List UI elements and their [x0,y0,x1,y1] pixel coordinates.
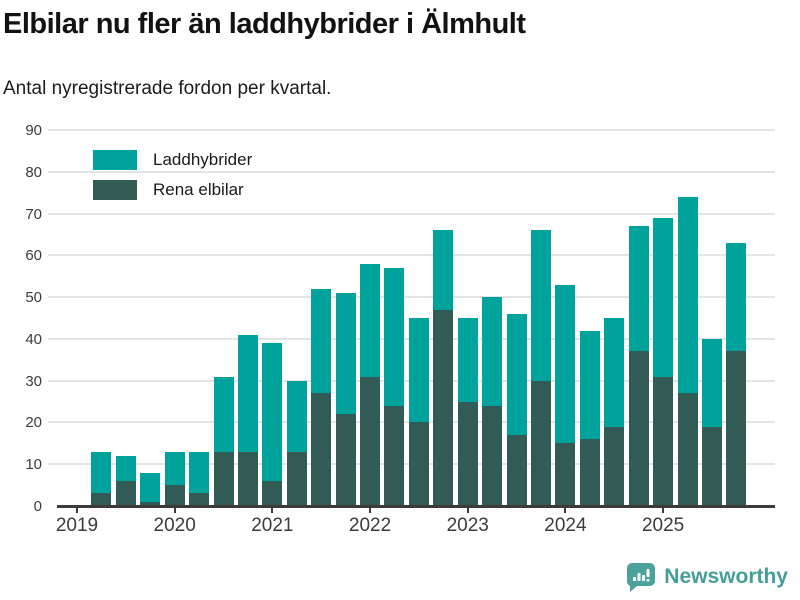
y-axis-tick-label: 50 [25,289,42,307]
bar-segment-laddhybrider-2020Q2 [189,451,210,494]
bar-segment-rena-elbilar-2022Q2 [384,405,405,506]
bar-segment-rena-elbilar-2023Q2 [482,405,503,506]
bar-segment-rena-elbilar-2022Q1 [360,376,381,506]
legend-color-chip [93,180,137,200]
bar-segment-laddhybrider-2021Q2 [286,380,307,452]
x-axis-tick [369,507,372,513]
gridline-y-70 [48,212,775,215]
bar-segment-rena-elbilar-2021Q2 [286,451,307,506]
bar-segment-rena-elbilar-2023Q1 [457,401,478,506]
bar-segment-rena-elbilar-2024Q3 [604,426,625,506]
y-axis-tick-label: 90 [25,122,42,139]
brand-name: Newsworthy [664,565,788,588]
bar-segment-rena-elbilar-2021Q1 [262,480,283,506]
bar-segment-rena-elbilar-2023Q4 [530,380,551,506]
bar-segment-rena-elbilar-2024Q4 [628,351,649,506]
x-axis-tick [564,507,567,513]
bar-segment-rena-elbilar-2022Q4 [433,309,454,506]
y-axis-tick-label: 20 [25,414,42,432]
legend-color-chip [93,150,137,170]
newsworthy-logo-icon [626,562,656,592]
chart-subtitle: Antal nyregistrerade fordon per kvartal. [3,78,332,99]
bar-segment-laddhybrider-2020Q4 [237,334,258,452]
bar-segment-rena-elbilar-2019Q3 [115,480,136,506]
bar-segment-laddhybrider-2025Q3 [701,338,722,427]
bar-segment-laddhybrider-2024Q2 [579,330,600,440]
x-axis-year-label: 2019 [55,515,99,536]
bar-segment-laddhybrider-2022Q2 [384,267,405,406]
x-axis-year-label: 2021 [251,515,294,536]
x-axis-year-label: 2020 [153,515,196,536]
bar-segment-laddhybrider-2023Q4 [530,230,551,381]
bar-segment-laddhybrider-2019Q4 [140,472,161,502]
y-axis-tick-label: 0 [33,498,42,515]
bar-segment-rena-elbilar-2025Q1 [653,376,674,506]
gridline-y-50 [48,296,775,299]
bar-segment-rena-elbilar-2021Q4 [335,414,356,506]
x-axis-tick [76,507,78,513]
gridline-y-80 [48,170,775,173]
bar-segment-rena-elbilar-2019Q2 [91,493,112,506]
bar-segment-rena-elbilar-2025Q4 [726,351,747,506]
legend-item: Rena elbilar [93,180,252,200]
x-axis-tick [271,507,274,513]
bar-segment-laddhybrider-2021Q4 [335,292,356,415]
legend-label: Rena elbilar [153,180,244,199]
y-axis-tick-label: 10 [25,456,42,474]
bar-segment-laddhybrider-2024Q3 [604,318,625,427]
brand-footer: Newsworthy [626,562,788,592]
y-axis-tick-label: 30 [25,372,42,390]
bar-segment-laddhybrider-2022Q1 [360,263,381,377]
y-axis-tick-label: 60 [25,247,42,265]
bar-segment-laddhybrider-2022Q3 [408,318,429,423]
y-axis-tick-label: 40 [25,330,42,348]
bar-segment-laddhybrider-2025Q2 [677,196,698,394]
bar-segment-rena-elbilar-2020Q2 [189,493,210,506]
bar-segment-rena-elbilar-2025Q2 [677,393,698,506]
bar-segment-rena-elbilar-2022Q3 [408,422,429,506]
bar-segment-laddhybrider-2020Q1 [164,451,185,486]
bar-segment-laddhybrider-2024Q1 [555,284,576,444]
page-title: Elbilar nu fler än laddhybrider i Älmhul… [3,8,526,40]
bar-segment-laddhybrider-2021Q3 [311,288,332,394]
x-axis-year-label: 2023 [446,515,489,536]
bar-segment-rena-elbilar-2020Q3 [213,451,234,506]
bar-segment-laddhybrider-2022Q4 [433,230,454,310]
bar-segment-laddhybrider-2020Q3 [213,376,234,452]
bar-segment-laddhybrider-2019Q3 [115,455,136,481]
gridline-y-90 [48,129,775,131]
bar-segment-rena-elbilar-2024Q2 [579,439,600,506]
x-axis-year-label: 2024 [544,515,587,536]
x-axis-tick [466,507,469,513]
x-axis-year-label: 2025 [641,515,685,536]
bar-segment-rena-elbilar-2019Q4 [140,501,161,506]
bar-segment-laddhybrider-2019Q2 [91,451,112,494]
x-axis-line [57,505,775,508]
y-axis-tick-label: 70 [25,205,42,223]
gridline-y-60 [48,254,775,257]
x-axis-tick [173,507,176,513]
bar-segment-rena-elbilar-2025Q3 [701,426,722,506]
bar-segment-laddhybrider-2023Q3 [506,313,527,435]
bar-segment-rena-elbilar-2020Q4 [237,451,258,506]
bar-segment-rena-elbilar-2023Q3 [506,434,527,506]
y-axis-tick-label: 80 [25,163,42,181]
chart-legend: Laddhybrider Rena elbilar [93,150,252,210]
legend-label: Laddhybrider [153,150,253,169]
legend-item: Laddhybrider [93,150,252,170]
bar-segment-rena-elbilar-2024Q1 [555,443,576,506]
plot-area: Laddhybrider Rena elbilar 0 10 20 30 40 50 60 70… [25,122,775,536]
bar-segment-rena-elbilar-2020Q1 [164,485,185,506]
bar-segment-laddhybrider-2023Q2 [482,297,503,406]
bar-segment-laddhybrider-2023Q1 [457,318,478,402]
bar-segment-laddhybrider-2024Q4 [628,226,649,352]
bar-segment-laddhybrider-2025Q1 [653,217,674,377]
bar-segment-laddhybrider-2021Q1 [262,343,283,481]
bar-segment-laddhybrider-2025Q4 [726,242,747,352]
x-axis-tick [662,507,665,513]
bar-segment-rena-elbilar-2021Q3 [311,393,332,506]
x-axis-year-label: 2022 [348,515,392,536]
